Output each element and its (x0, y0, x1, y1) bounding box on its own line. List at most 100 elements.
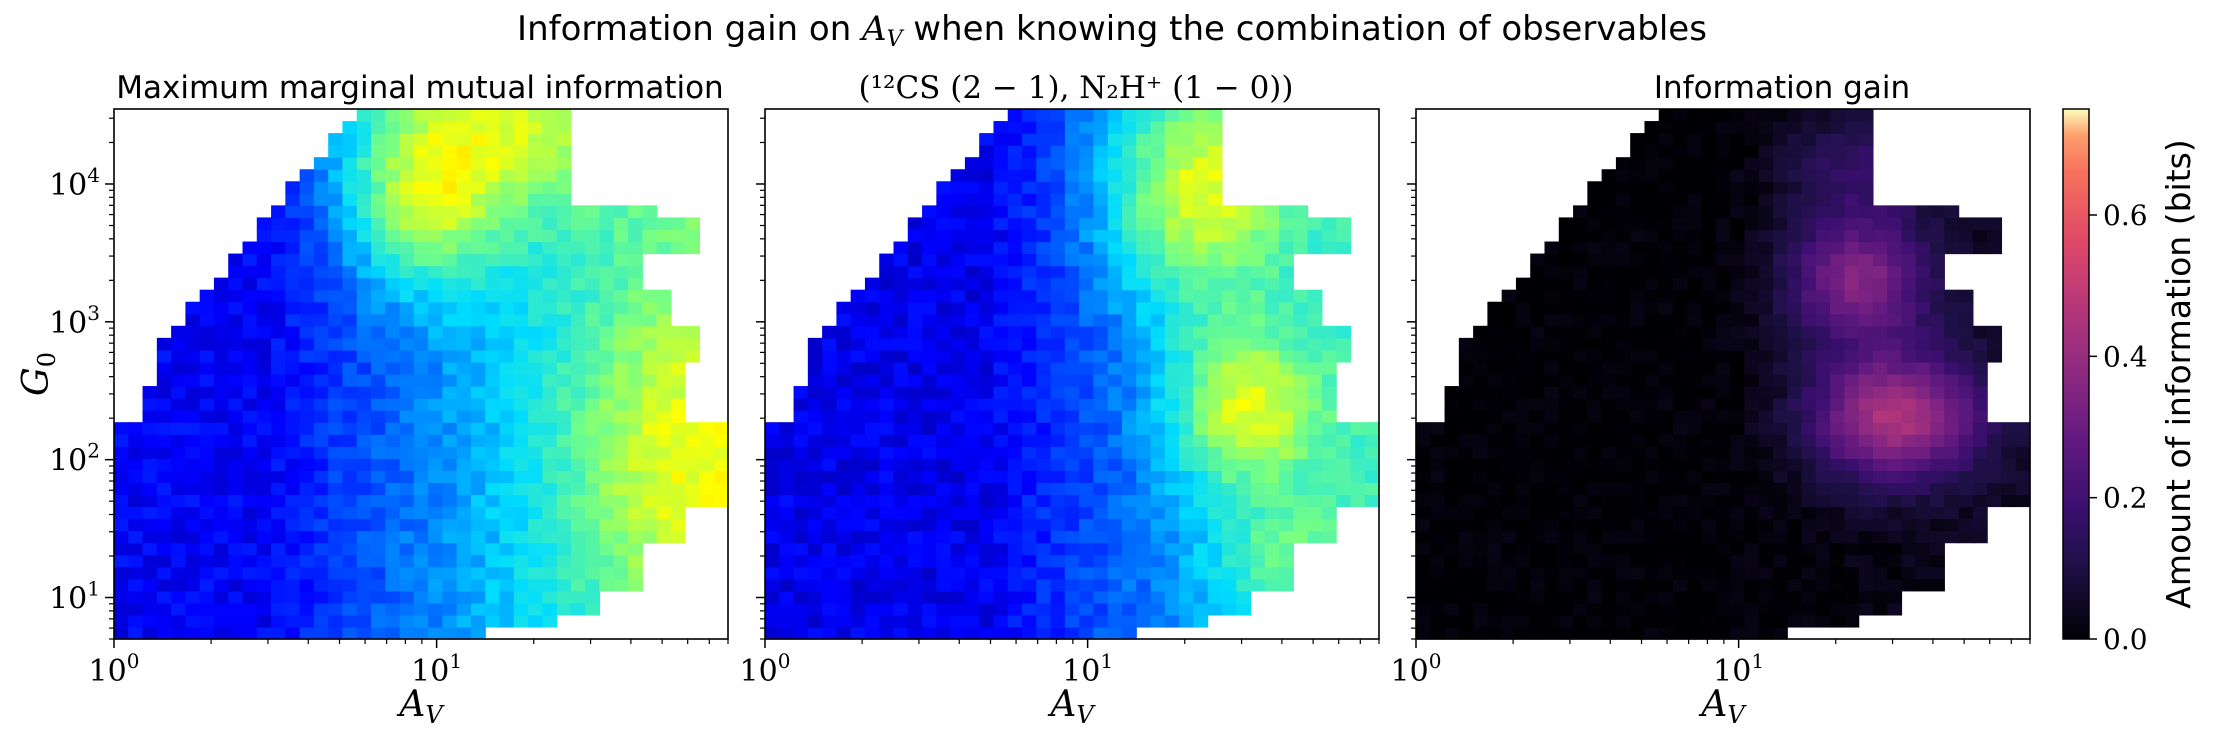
heatmap-cell (185, 361, 201, 375)
heatmap-cell (1630, 205, 1646, 219)
heatmap-cell (1573, 398, 1588, 411)
heatmap-cell (456, 566, 472, 580)
heatmap-cell (1815, 374, 1831, 387)
heatmap-cell (399, 157, 415, 170)
heatmap-cell (1293, 229, 1309, 243)
heatmap-cell (356, 253, 372, 267)
heatmap-cell (1858, 554, 1874, 568)
heatmap-cell (656, 506, 672, 520)
heatmap-cell (556, 133, 572, 146)
heatmap-cell (1307, 386, 1323, 399)
heatmap-cell (1264, 482, 1280, 496)
heatmap-cell (1930, 458, 1945, 471)
heatmap-cell (1787, 265, 1803, 279)
heatmap-cell (1121, 434, 1137, 447)
heatmap-cell (1644, 518, 1660, 532)
heatmap-cell (413, 145, 429, 158)
heatmap-cell (1801, 109, 1817, 122)
heatmap-cell (1264, 458, 1280, 471)
heatmap-cell (1858, 217, 1874, 231)
heatmap-cell (864, 482, 880, 496)
heatmap-cell (499, 241, 515, 255)
heatmap-cell (256, 518, 272, 532)
heatmap-cell (556, 470, 572, 484)
heatmap-cell (114, 506, 129, 520)
heatmap-cell (850, 554, 866, 568)
heatmap-cell (1687, 518, 1703, 532)
heatmap-cell (1022, 313, 1037, 327)
heatmap-cell (1687, 289, 1703, 303)
heatmap-cell (893, 361, 909, 375)
heatmap-cell (964, 446, 980, 459)
heatmap-cell (1079, 566, 1095, 580)
heatmap-cell (1644, 277, 1660, 291)
heatmap-cell (836, 386, 852, 399)
heatmap-cell (1730, 109, 1746, 122)
heatmap-cell (185, 626, 201, 640)
heatmap-cell (1772, 422, 1788, 435)
heatmap-cell (513, 241, 529, 255)
heatmap-cell (342, 626, 358, 640)
heatmap-cell (1601, 289, 1617, 303)
heatmap-cell (879, 253, 895, 267)
heatmap-cell (313, 193, 329, 206)
heatmap-cell (1022, 542, 1037, 556)
heatmap-cell (1544, 458, 1560, 471)
heatmap-cell (1687, 229, 1703, 243)
heatmap-cell (1221, 277, 1237, 291)
heatmap-cell (1250, 277, 1266, 291)
heatmap-cell (413, 626, 429, 640)
heatmap-cell (228, 446, 244, 459)
heatmap-cell (1207, 277, 1223, 291)
heatmap-cell (142, 578, 158, 592)
heatmap-cell (1601, 205, 1617, 219)
heatmap-cell (242, 265, 258, 279)
heatmap-cell (1079, 542, 1095, 556)
heatmap-cell (822, 554, 837, 568)
heatmap-cell (1815, 554, 1831, 568)
heatmap-cell (242, 241, 258, 255)
heatmap-cell (1601, 229, 1617, 243)
heatmap-cell (793, 398, 809, 411)
heatmap-cell (213, 470, 229, 484)
heatmap-cell (713, 458, 729, 471)
heatmap-cell (1036, 313, 1052, 327)
heatmap-cell (1093, 590, 1109, 604)
heatmap-cell (1307, 229, 1323, 243)
heatmap-cell (1121, 361, 1137, 375)
heatmap-cell (371, 145, 386, 158)
heatmap-cell (1064, 181, 1080, 194)
heatmap-cell (599, 277, 615, 291)
heatmap-cell (1022, 193, 1037, 206)
heatmap-cell (513, 205, 529, 219)
heatmap-cell (685, 241, 701, 255)
heatmap-cell (793, 614, 809, 628)
heatmap-cell (356, 374, 372, 387)
heatmap-cell (1264, 518, 1280, 532)
heatmap-cell (185, 434, 201, 447)
heatmap-cell (242, 277, 258, 291)
heatmap-cell (1221, 205, 1237, 219)
heatmap-cell (1515, 398, 1531, 411)
heatmap-cell (1715, 121, 1731, 134)
heatmap-cell (907, 602, 923, 616)
heatmap-cell (1830, 542, 1845, 556)
heatmap-cell (599, 349, 615, 363)
heatmap-cell (1615, 542, 1631, 556)
heatmap-cell (242, 289, 258, 303)
heatmap-cell (1901, 361, 1917, 375)
x-tick-label: 100 (1391, 649, 1442, 689)
heatmap-cell (1615, 277, 1631, 291)
heatmap-cell (1801, 386, 1817, 399)
heatmap-cell (428, 229, 444, 243)
heatmap-cell (1872, 349, 1888, 363)
heatmap-cell (413, 518, 429, 532)
heatmap-cell (1050, 181, 1066, 194)
heatmap-cell (1107, 494, 1123, 508)
heatmap-cell (213, 566, 229, 580)
heatmap-cell (1079, 506, 1095, 520)
heatmap-cell (328, 217, 344, 231)
heatmap-cell (836, 361, 852, 375)
heatmap-cell (1150, 470, 1166, 484)
heatmap-cell (242, 614, 258, 628)
